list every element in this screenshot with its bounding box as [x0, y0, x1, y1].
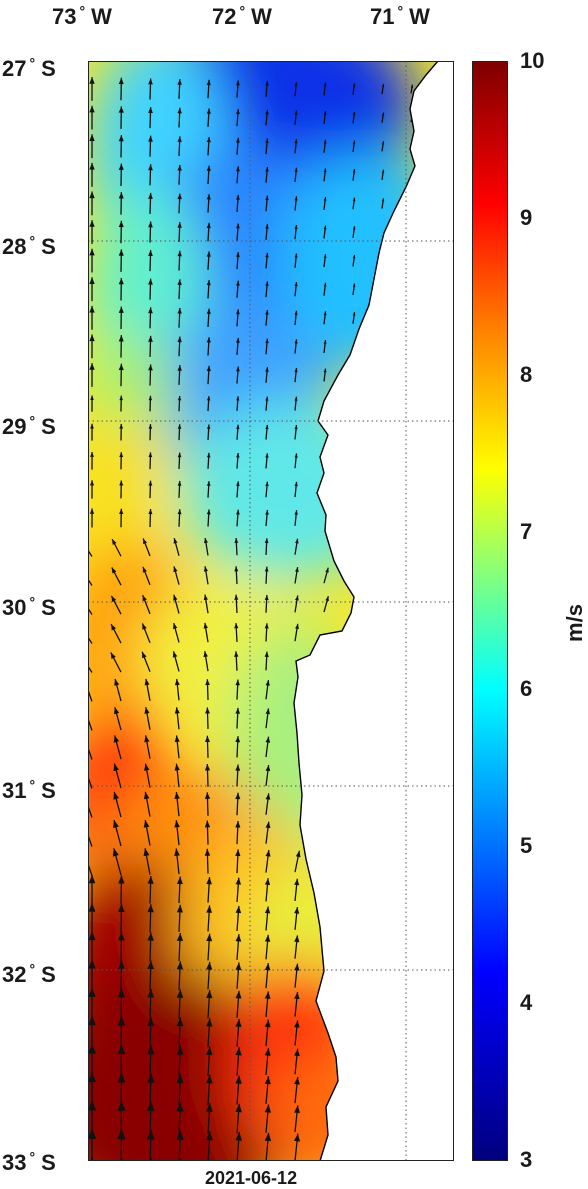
lat-label-27s: 27°S [2, 58, 56, 80]
colorbar-tick-5: 5 [520, 835, 532, 857]
colorbar-tick-4: 4 [520, 992, 532, 1014]
lon-label-73w: 73°W [52, 6, 112, 28]
lat-label-33s: 33°S [2, 1152, 56, 1174]
lat-label-28s: 28°S [2, 236, 56, 258]
colorbar-tick-9: 9 [520, 207, 532, 229]
lat-label-32s: 32°S [2, 964, 56, 986]
colorbar-tick-10: 10 [520, 50, 544, 72]
lat-label-29s: 29°S [2, 416, 56, 438]
colorbar-tick-3: 3 [520, 1149, 532, 1171]
lon-label-71w: 71°W [370, 6, 430, 28]
date-label: 2021-06-12 [205, 1168, 297, 1189]
wind-speed-map [88, 61, 454, 1161]
lon-label-72w: 72°W [212, 6, 272, 28]
colorbar-tick-7: 7 [520, 521, 532, 543]
colorbar-unit-label: m/s [562, 604, 588, 642]
lat-label-30s: 30°S [2, 597, 56, 619]
colorbar-tick-8: 8 [520, 364, 532, 386]
lat-label-31s: 31°S [2, 780, 56, 802]
colorbar-tick-6: 6 [520, 678, 532, 700]
colorbar [472, 61, 508, 1161]
